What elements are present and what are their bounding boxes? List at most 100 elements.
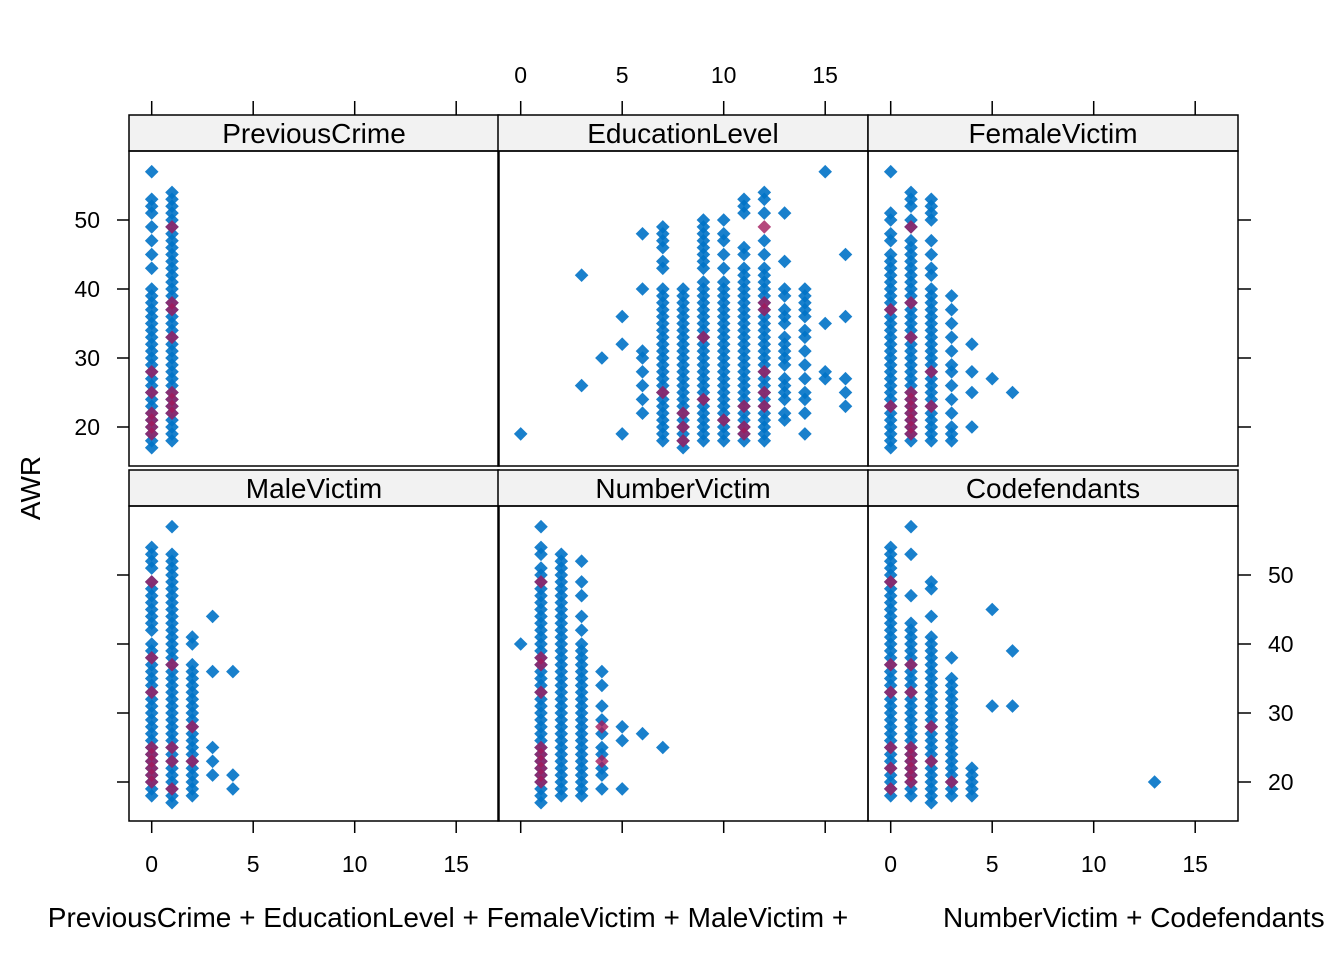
data-point (716, 337, 731, 351)
data-point (737, 358, 751, 372)
data-point (883, 371, 898, 386)
data-point (595, 726, 609, 741)
data-point (737, 289, 751, 303)
data-point (904, 247, 918, 262)
data-point (165, 588, 179, 603)
data-point (635, 227, 650, 241)
data-point (924, 358, 939, 372)
data-point (777, 378, 792, 393)
data-point (883, 706, 898, 720)
data-point (737, 309, 751, 324)
data-point (165, 644, 179, 658)
data-point (534, 595, 548, 610)
data-point (904, 789, 918, 803)
data-point (165, 775, 179, 789)
data-point (574, 268, 589, 282)
data-point (944, 706, 959, 720)
data-point (696, 385, 711, 400)
overlap-point (716, 413, 731, 427)
overlap-point (904, 740, 918, 755)
data-point (944, 782, 959, 796)
data-point (883, 720, 898, 734)
data-point (944, 768, 959, 782)
data-point (144, 554, 159, 568)
data-point (165, 664, 179, 679)
data-point (757, 323, 772, 338)
data-point (924, 740, 939, 755)
data-point (696, 337, 711, 351)
data-point (904, 637, 918, 651)
strip-educationlevel (497, 114, 869, 152)
data-point (696, 261, 711, 276)
data-point (656, 233, 670, 248)
panel-codefendants: Codefendants (867, 469, 1239, 822)
data-point (554, 657, 569, 672)
data-point (144, 344, 159, 358)
points-group (883, 164, 1020, 455)
data-point (165, 275, 179, 289)
data-point (696, 247, 711, 262)
overlap-point (144, 747, 159, 762)
data-point (635, 351, 650, 365)
data-point (554, 678, 569, 693)
data-point (165, 434, 179, 448)
data-point (883, 637, 898, 651)
data-point (904, 309, 918, 324)
data-point (757, 282, 772, 296)
data-point (554, 761, 569, 775)
overlap-point (924, 399, 939, 414)
overlap-point (904, 768, 918, 782)
data-point (696, 434, 711, 448)
data-point (716, 275, 731, 289)
data-point (144, 220, 159, 234)
data-point (656, 399, 670, 414)
data-point (144, 302, 159, 317)
data-point (574, 637, 589, 651)
data-point (676, 302, 690, 317)
data-point (696, 413, 711, 427)
data-point (757, 427, 772, 441)
data-point (798, 392, 812, 407)
data-point (656, 344, 670, 358)
x-tick-label-top: 15 (812, 62, 838, 88)
overlap-point (757, 302, 772, 317)
strip-codefendants (867, 469, 1239, 507)
data-point (144, 337, 159, 351)
data-point (676, 385, 690, 400)
data-point (904, 275, 918, 289)
data-point (676, 309, 690, 324)
data-point (554, 651, 569, 665)
data-point (944, 726, 959, 741)
data-point (924, 657, 939, 672)
data-point (554, 609, 569, 624)
overlap-point (165, 302, 179, 317)
panel-femalevictim: FemaleVictim (867, 114, 1239, 467)
data-point (595, 747, 609, 762)
data-point (574, 706, 589, 720)
data-point (144, 616, 159, 631)
data-point (534, 795, 548, 810)
data-point (165, 268, 179, 282)
data-point (165, 789, 179, 803)
data-point (534, 561, 548, 575)
data-point (883, 775, 898, 789)
data-point (904, 651, 918, 665)
panel-frame (128, 150, 500, 467)
data-point (144, 164, 159, 179)
data-point (904, 588, 918, 603)
data-point (676, 392, 690, 407)
data-point (165, 747, 179, 762)
data-point (904, 547, 918, 562)
data-point (883, 602, 898, 617)
x-axis-label-part-1: PreviousCrime + EducationLevel + FemaleV… (48, 902, 848, 933)
data-point (716, 392, 731, 407)
panel-frame (128, 505, 500, 822)
data-point (574, 575, 589, 589)
data-point (924, 427, 939, 441)
data-point (838, 371, 853, 386)
strip-label: MaleVictim (246, 473, 382, 504)
data-point (904, 323, 918, 338)
data-point (838, 247, 853, 262)
data-point (534, 602, 548, 617)
data-point (144, 582, 159, 596)
